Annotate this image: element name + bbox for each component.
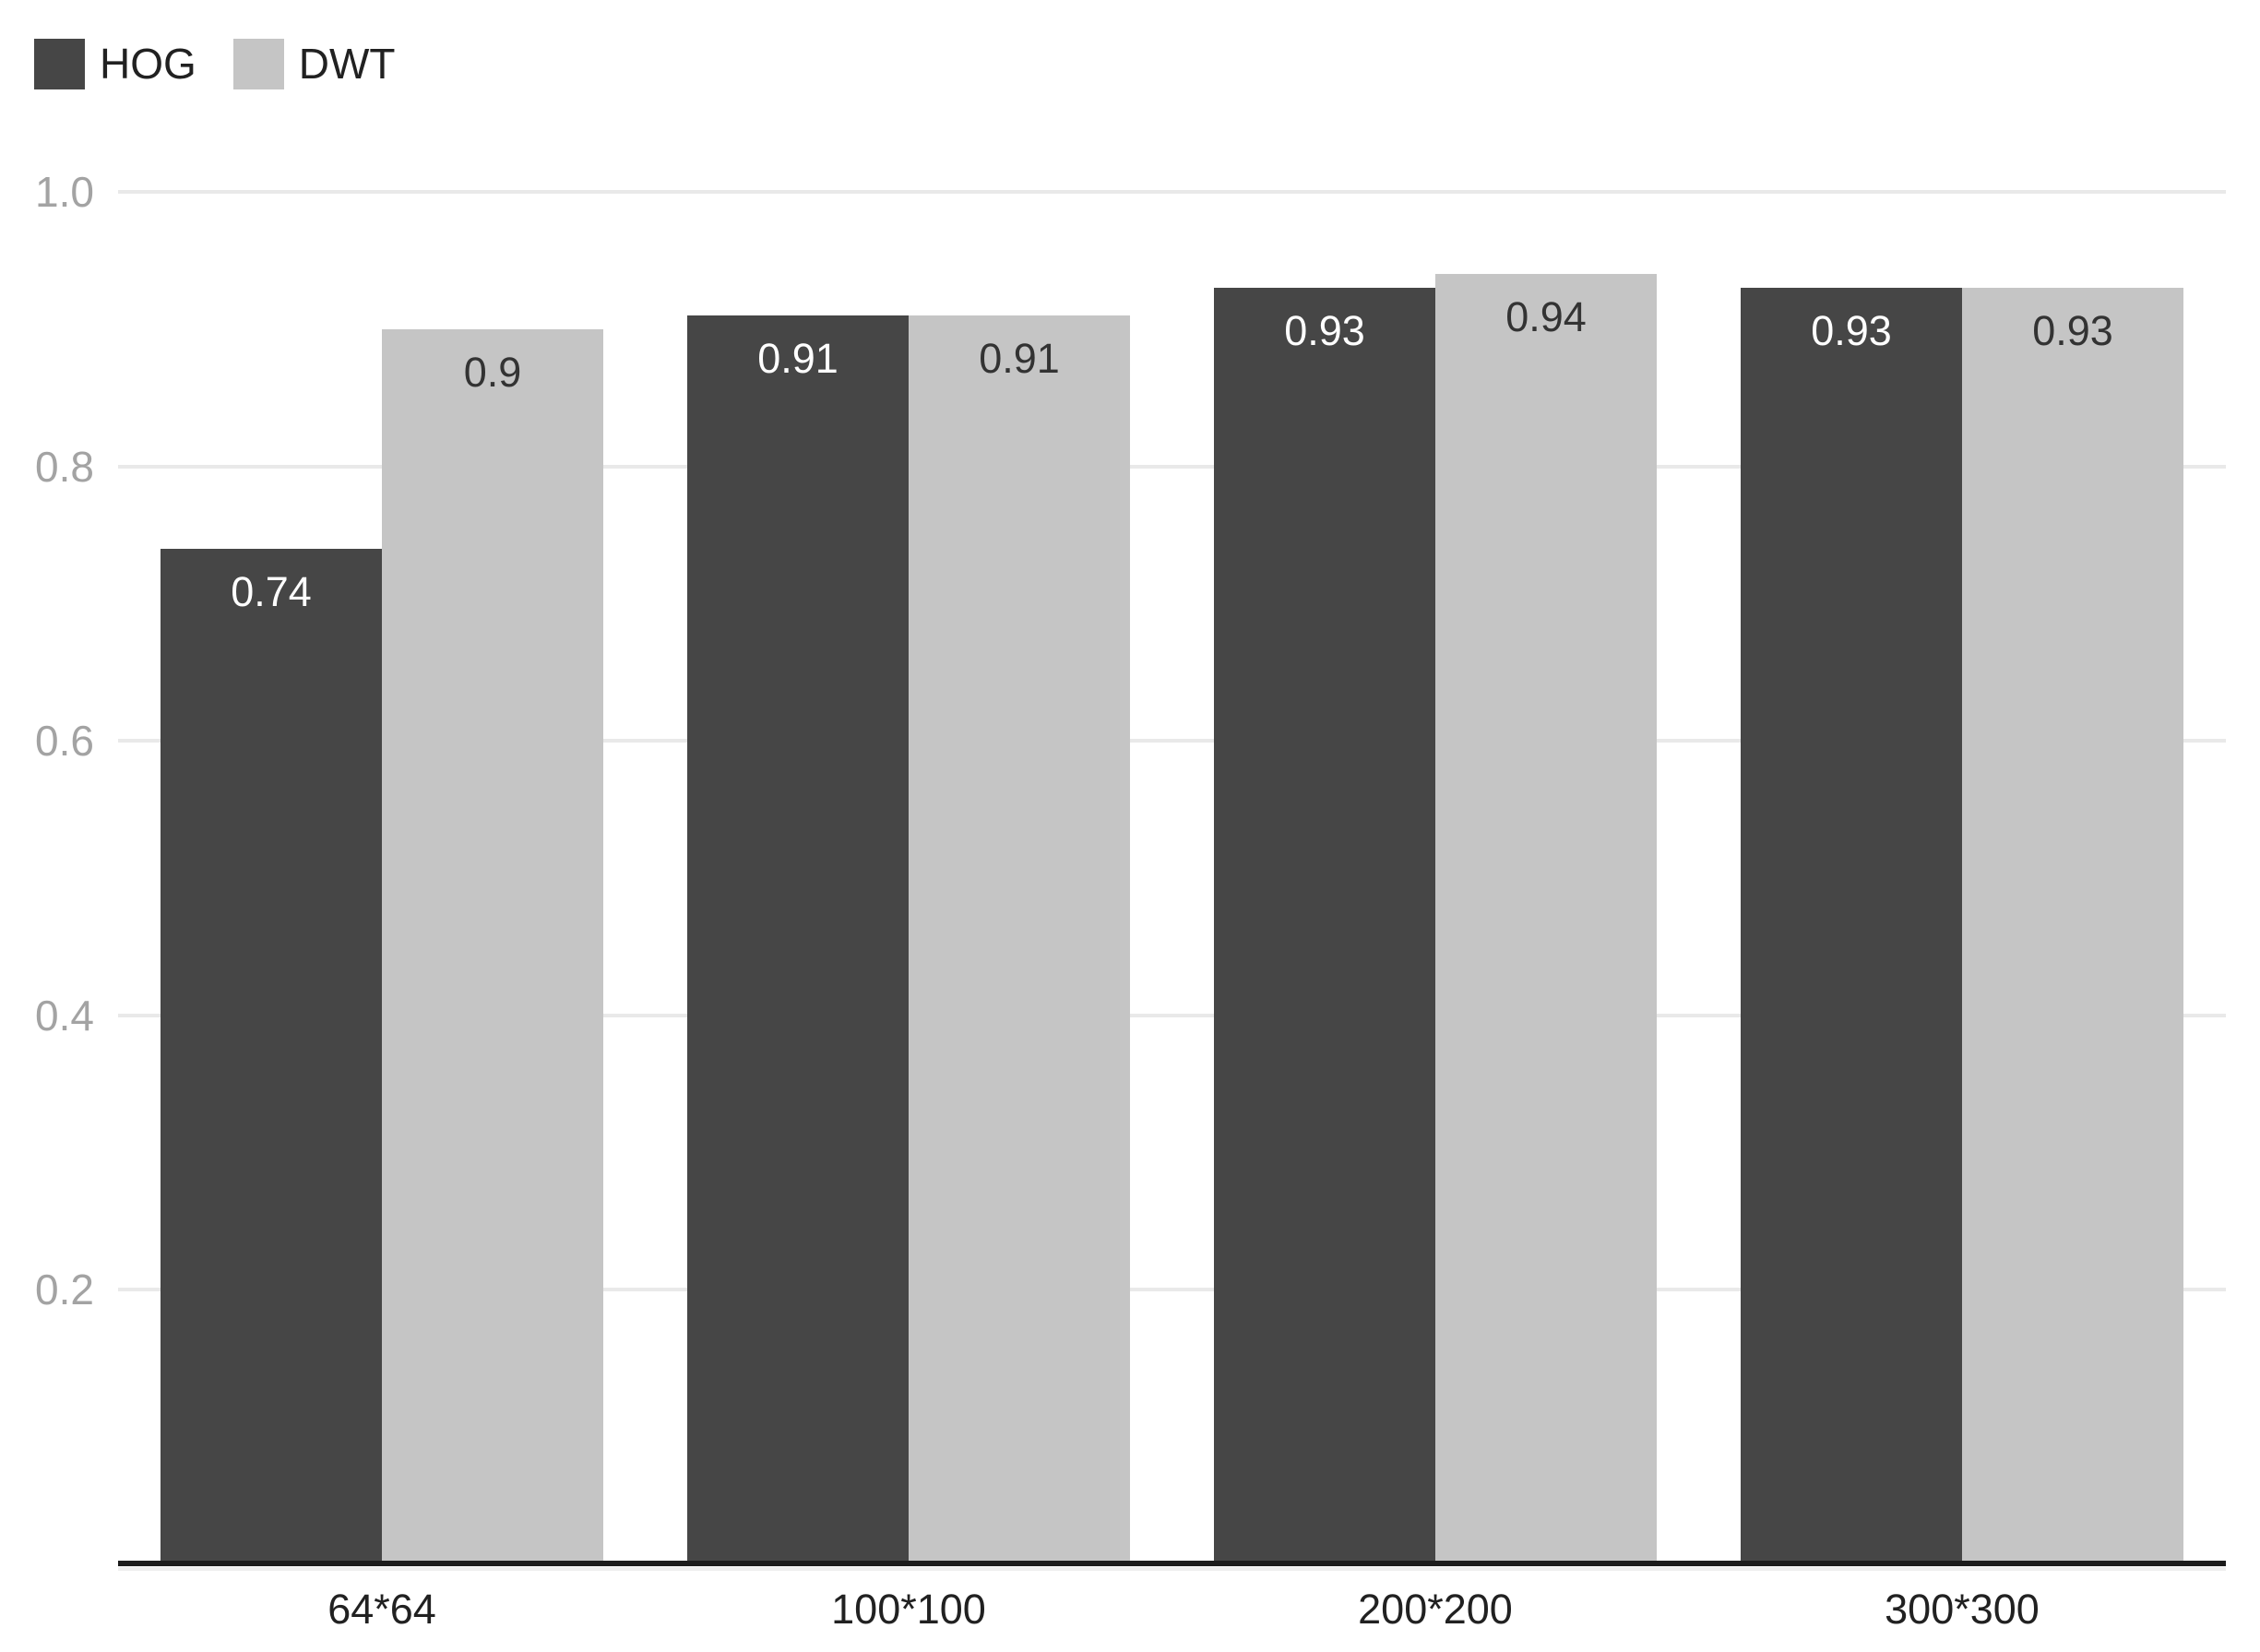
y-tick-label: 0.6 xyxy=(35,717,94,766)
bar-group-200x200: 0.93 0.94 200*200 xyxy=(1214,192,1657,1631)
bar-hog-300x300: 0.93 xyxy=(1741,288,1962,1564)
gridline xyxy=(118,190,2226,194)
bar-group-300x300: 0.93 0.93 300*300 xyxy=(1741,192,2183,1631)
bar-value-label: 0.9 xyxy=(463,348,522,396)
x-axis-shadow xyxy=(118,1567,2226,1571)
legend-swatch-dwt xyxy=(232,39,284,89)
y-tick-label: 1.0 xyxy=(35,168,94,216)
legend-item-hog: HOG xyxy=(34,39,196,89)
bar-dwt-64x64: 0.9 xyxy=(382,328,603,1564)
bar-dwt-100x100: 0.91 xyxy=(909,315,1130,1564)
bar-hog-64x64: 0.74 xyxy=(161,548,382,1564)
bar-value-label: 0.91 xyxy=(757,334,839,382)
bar-dwt-200x200: 0.94 xyxy=(1435,274,1657,1564)
legend: HOG DWT xyxy=(34,39,396,89)
bar-value-label: 0.91 xyxy=(979,334,1060,382)
x-axis-line xyxy=(118,1561,2226,1566)
y-tick-label: 0.8 xyxy=(35,442,94,491)
gridline xyxy=(118,739,2226,743)
bar-hog-100x100: 0.91 xyxy=(687,315,909,1564)
bar-group-64x64: 0.74 0.9 64*64 xyxy=(161,192,603,1631)
x-axis-category-label: 200*200 xyxy=(1358,1586,1513,1633)
plot-area: 0.74 0.9 64*64 0.91 0.91 100*100 0.93 xyxy=(118,190,2226,1631)
gridline xyxy=(118,1013,2226,1017)
bar-value-label: 0.93 xyxy=(1284,307,1365,355)
legend-swatch-hog xyxy=(34,39,85,89)
legend-item-dwt: DWT xyxy=(232,39,396,89)
bar-group-100x100: 0.91 0.91 100*100 xyxy=(687,192,1130,1631)
legend-label-hog: HOG xyxy=(100,40,196,88)
y-axis: 0.2 0.4 0.6 0.8 1.0 xyxy=(0,171,101,1564)
bar-value-label: 0.74 xyxy=(231,567,312,615)
bar-value-label: 0.93 xyxy=(2032,307,2113,355)
bar-dwt-300x300: 0.93 xyxy=(1962,288,2183,1564)
gridline xyxy=(118,1288,2226,1292)
y-tick-label: 0.4 xyxy=(35,991,94,1040)
x-axis-category-label: 64*64 xyxy=(327,1586,436,1633)
legend-label-dwt: DWT xyxy=(298,40,396,88)
bar-hog-200x200: 0.93 xyxy=(1214,288,1435,1564)
x-axis-category-label: 100*100 xyxy=(831,1586,986,1633)
bar-groups: 0.74 0.9 64*64 0.91 0.91 100*100 0.93 xyxy=(118,192,2226,1631)
bar-value-label: 0.93 xyxy=(1811,307,1892,355)
gridline xyxy=(118,464,2226,469)
bar-value-label: 0.94 xyxy=(1505,293,1587,341)
y-tick-label: 0.2 xyxy=(35,1266,94,1314)
x-axis-category-label: 300*300 xyxy=(1885,1586,2040,1633)
